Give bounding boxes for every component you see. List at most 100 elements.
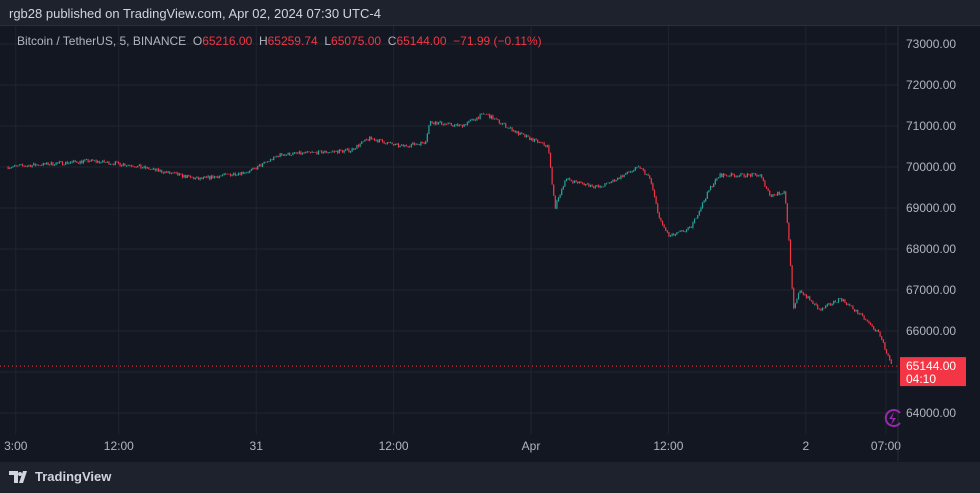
close-value: 65144.00: [396, 34, 447, 48]
candle-body: [836, 302, 838, 303]
candle-body: [780, 193, 782, 195]
candle-body: [226, 173, 228, 175]
candle-body: [577, 181, 579, 183]
y-tick-label: 69000.00: [906, 201, 956, 215]
candle-body: [68, 162, 70, 164]
candle-body: [543, 142, 545, 146]
candle-body: [746, 173, 748, 178]
candle-body: [842, 299, 844, 302]
candle-body: [471, 118, 473, 120]
candle-body: [455, 124, 457, 125]
candle-body: [676, 232, 678, 235]
candle-body: [525, 135, 528, 138]
candle-body: [764, 180, 766, 187]
candle-body: [354, 148, 356, 150]
candle-body: [834, 300, 836, 303]
candle-body: [7, 167, 9, 169]
tradingview-logo[interactable]: TradingView: [9, 469, 111, 484]
candle-body: [553, 184, 555, 196]
candle-body: [652, 183, 654, 190]
candle-body: [805, 295, 808, 298]
candle-body: [812, 300, 814, 305]
candle-body: [138, 165, 140, 166]
candle-body: [628, 171, 630, 173]
candle-body: [61, 161, 64, 165]
candle-body: [551, 167, 553, 185]
candle-body: [789, 239, 792, 266]
candle-body: [565, 178, 568, 181]
candle-body: [687, 227, 689, 230]
candle-body: [503, 123, 505, 125]
candle-body: [81, 160, 83, 163]
candle-body: [581, 182, 584, 184]
candle-body: [143, 166, 145, 168]
candle-body: [223, 173, 225, 176]
candle-body: [647, 174, 649, 176]
candle-body: [516, 131, 518, 133]
candle-body: [306, 151, 308, 153]
candle-body: [655, 196, 657, 204]
candle-body: [773, 194, 776, 196]
chart-pane[interactable]: [0, 25, 980, 462]
lightning-bolt-icon: [889, 412, 896, 425]
candle-body: [861, 313, 864, 316]
candle-body: [361, 141, 363, 144]
candle-body: [180, 173, 182, 175]
candle-body: [77, 162, 80, 164]
candle-body: [671, 233, 673, 236]
candle-body: [13, 165, 16, 167]
candle-body: [103, 160, 105, 163]
close-label: C: [387, 34, 397, 48]
candle-body: [129, 165, 131, 166]
candle-body: [561, 189, 563, 195]
candle-body: [241, 171, 243, 175]
candle-body: [772, 194, 774, 197]
candle-body: [540, 141, 542, 143]
candle-body: [442, 124, 444, 126]
candle-body: [385, 143, 387, 145]
candle-body: [821, 307, 824, 311]
candle-body: [620, 175, 622, 179]
candle-body: [305, 152, 307, 154]
x-tick-label: 12:00: [379, 439, 409, 453]
candle-body: [221, 175, 224, 176]
candle-body: [665, 227, 667, 231]
candle-body: [724, 174, 726, 176]
candle-body: [311, 152, 313, 153]
candle-body: [788, 222, 790, 240]
candle-body: [813, 303, 816, 305]
candle-body: [380, 139, 382, 141]
candle-body: [609, 182, 611, 184]
candle-body: [751, 173, 753, 177]
change-value: −71.99 (−0.11%): [453, 34, 542, 48]
candle-body: [594, 186, 596, 188]
candle-body: [239, 173, 241, 175]
candle-body: [537, 139, 539, 143]
candle-body: [402, 144, 404, 147]
candle-body: [205, 176, 208, 178]
candle-body: [332, 151, 334, 152]
candle-body: [425, 141, 427, 144]
candle-body: [674, 234, 676, 236]
candle-body: [530, 138, 532, 140]
candle-body: [298, 151, 300, 154]
candle-body: [850, 305, 852, 307]
candle-body: [757, 175, 760, 177]
candle-body: [90, 159, 92, 162]
candle-body: [745, 176, 747, 178]
candle-body: [714, 179, 716, 185]
candle-body: [538, 141, 540, 143]
candle-body: [271, 159, 273, 161]
candle-body: [229, 174, 232, 176]
candle-body: [487, 114, 489, 115]
candle-body: [44, 163, 46, 165]
candle-body: [882, 339, 884, 343]
candle-body: [458, 124, 460, 127]
candle-body: [562, 186, 564, 190]
x-tick-label: 2: [802, 439, 809, 453]
candle-body: [511, 127, 513, 132]
candle-body: [407, 146, 409, 147]
candle-body: [418, 144, 420, 146]
candle-body: [545, 145, 547, 147]
